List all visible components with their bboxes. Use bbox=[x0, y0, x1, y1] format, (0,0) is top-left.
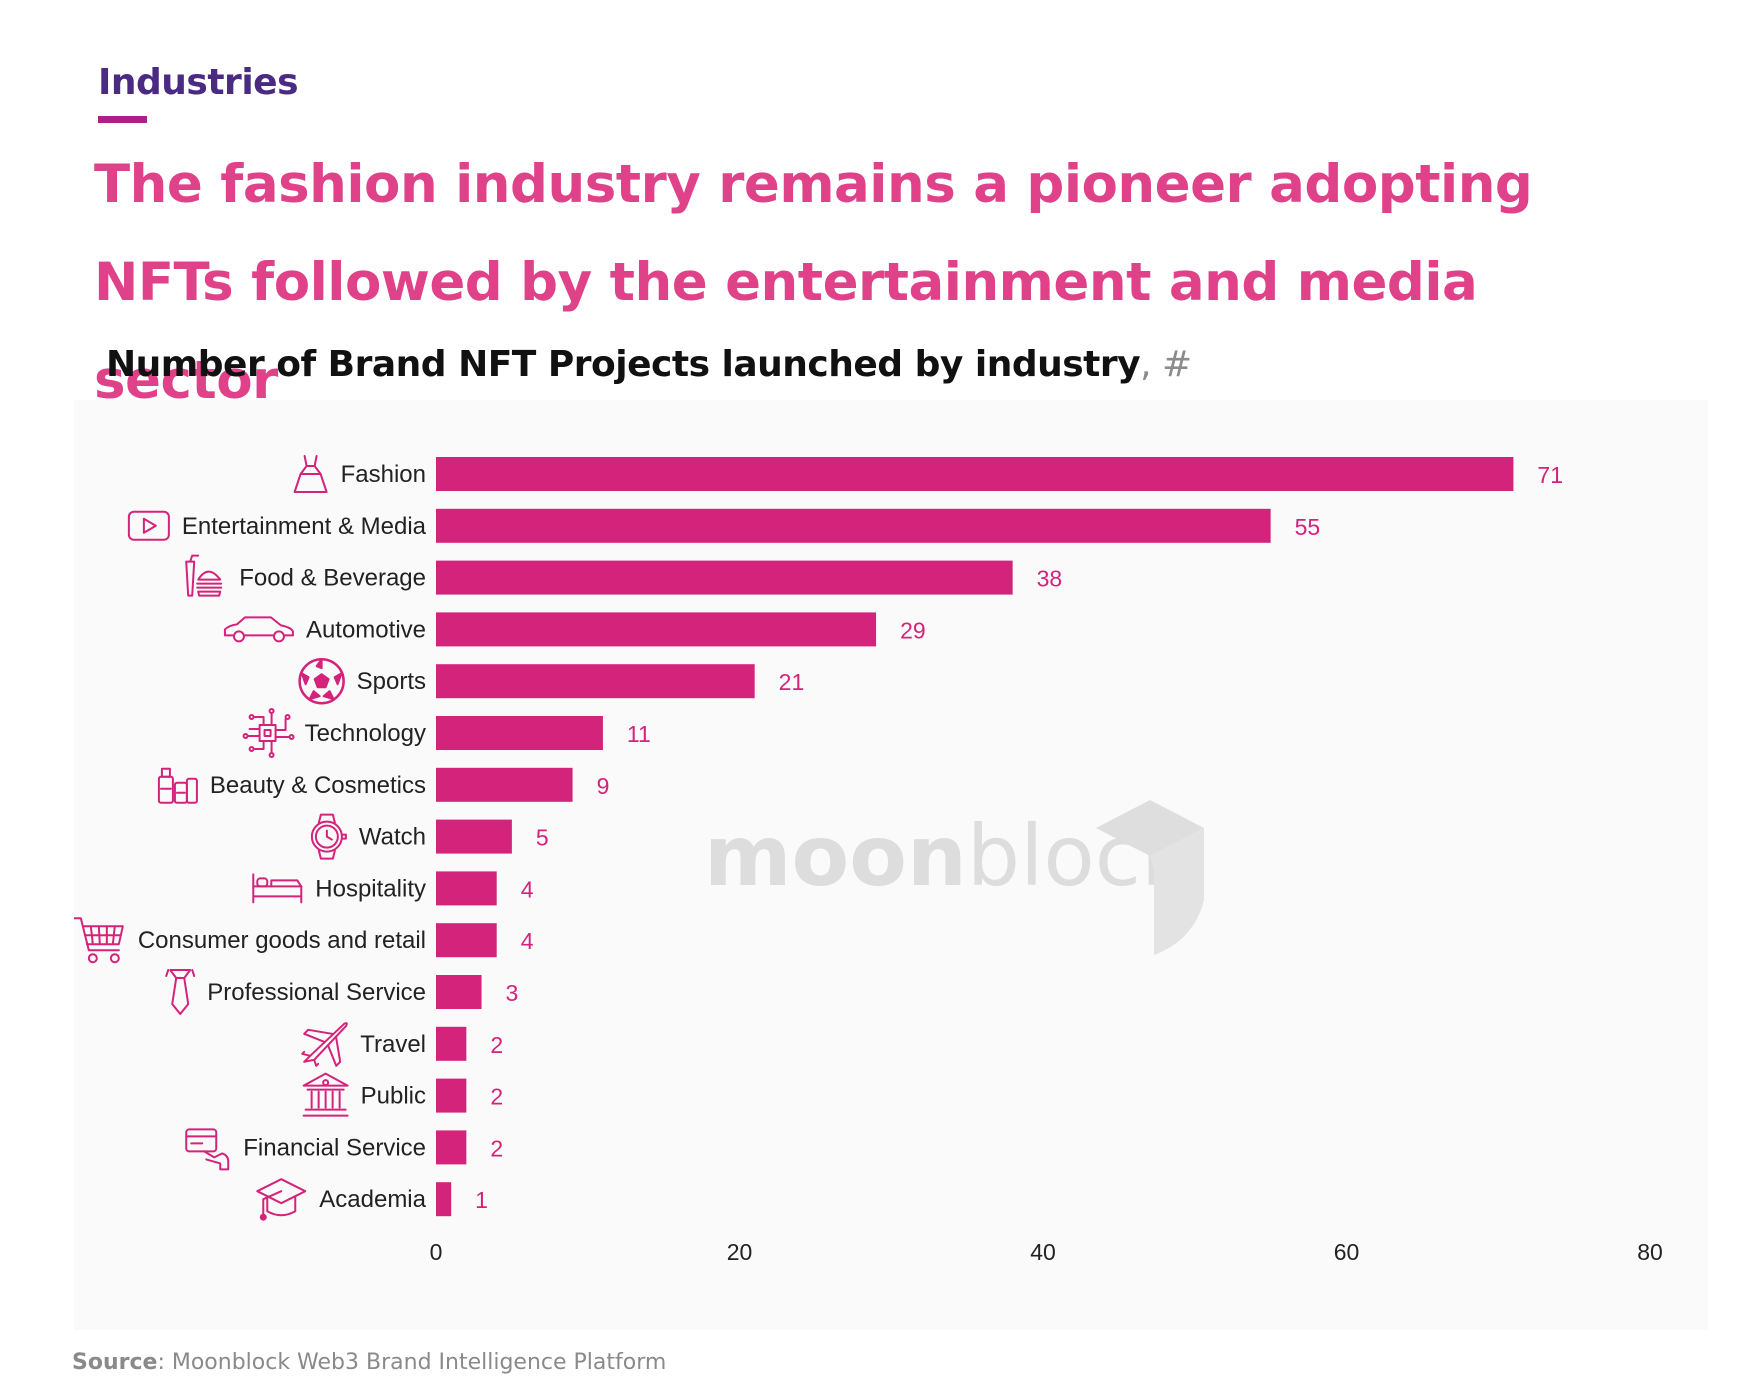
chip-icon bbox=[242, 708, 295, 758]
bar-row-entertainment-media: Entertainment & Media 55 bbox=[127, 508, 1321, 543]
value-label: 71 bbox=[1537, 462, 1563, 488]
value-label: 29 bbox=[900, 617, 926, 643]
bar bbox=[436, 975, 482, 1009]
category-label: Travel bbox=[360, 1031, 426, 1058]
bar-row-travel: Travel 2 bbox=[301, 1022, 503, 1067]
cosmetics-icon bbox=[157, 767, 198, 804]
value-label: 4 bbox=[521, 876, 534, 902]
chart-title: Number of Brand NFT Projects launched by… bbox=[106, 344, 1192, 385]
car-icon bbox=[223, 616, 294, 643]
value-label: 11 bbox=[627, 721, 651, 747]
bar bbox=[436, 508, 1271, 543]
source-label: Source bbox=[72, 1350, 158, 1375]
category-label: Watch bbox=[359, 824, 426, 851]
moonblock-watermark: moonblock bbox=[704, 800, 1204, 955]
source-text: : Moonblock Web3 Brand Intelligence Plat… bbox=[157, 1350, 667, 1375]
value-label: 21 bbox=[779, 669, 805, 695]
soccer-ball-icon bbox=[298, 657, 345, 705]
category-label: Entertainment & Media bbox=[182, 513, 427, 540]
page-headline: The fashion industry remains a pioneer a… bbox=[94, 154, 1533, 411]
bed-icon bbox=[252, 873, 303, 904]
category-label: Academia bbox=[319, 1186, 426, 1213]
value-label: 2 bbox=[490, 1135, 503, 1161]
bar-row-watch: Watch 5 bbox=[310, 813, 549, 860]
watch-icon bbox=[310, 813, 347, 860]
value-label: 9 bbox=[597, 773, 610, 799]
watermark-bold: moon bbox=[704, 807, 967, 905]
x-axis: 0 20 40 60 80 bbox=[430, 1239, 1663, 1265]
bar bbox=[436, 457, 1514, 491]
bar-chart: moonblock Fashion 71 Entertainment & Media 5… bbox=[74, 455, 1663, 1265]
section-kicker: Industries bbox=[98, 62, 299, 103]
value-label: 3 bbox=[506, 980, 519, 1006]
bar bbox=[436, 560, 1013, 595]
bar-row-professional-service: Professional Service 3 bbox=[165, 969, 519, 1015]
value-label: 1 bbox=[475, 1187, 488, 1213]
x-tick-label: 40 bbox=[1030, 1239, 1056, 1265]
bar bbox=[436, 1130, 467, 1165]
bar-row-technology: Technology 11 bbox=[242, 708, 651, 758]
plane-icon bbox=[301, 1022, 348, 1067]
tie-icon bbox=[165, 969, 196, 1015]
bar-row-hospitality: Hospitality 4 bbox=[252, 871, 534, 906]
bar-row-consumer-goods-and-retail: Consumer goods and retail 4 bbox=[74, 917, 534, 964]
bar bbox=[436, 819, 512, 854]
bank-icon bbox=[302, 1072, 349, 1117]
dress-icon bbox=[293, 455, 328, 493]
kicker-underline bbox=[98, 116, 147, 123]
bar bbox=[436, 1026, 467, 1061]
category-label: Automotive bbox=[306, 616, 426, 643]
x-tick-label: 20 bbox=[727, 1239, 753, 1265]
category-label: Public bbox=[361, 1083, 426, 1110]
x-tick-label: 60 bbox=[1334, 1239, 1360, 1265]
cart-icon bbox=[74, 917, 124, 964]
food-icon bbox=[185, 554, 223, 597]
category-label: Fashion bbox=[341, 461, 426, 488]
value-label: 38 bbox=[1037, 566, 1063, 592]
bar bbox=[436, 612, 877, 647]
bar-row-beauty-cosmetics: Beauty & Cosmetics 9 bbox=[157, 767, 610, 804]
bar bbox=[436, 1182, 452, 1217]
chart-panel: moonblock Fashion 71 Entertainment & Media 5… bbox=[74, 400, 1708, 1330]
bar bbox=[436, 767, 573, 802]
chart-title-unit: , # bbox=[1140, 344, 1192, 385]
source-note: Source: Moonblock Web3 Brand Intelligenc… bbox=[72, 1350, 666, 1375]
watermark-cube-side bbox=[1150, 828, 1204, 955]
value-label: 2 bbox=[490, 1032, 503, 1058]
category-label: Hospitality bbox=[315, 875, 426, 902]
bar bbox=[436, 1078, 467, 1113]
bar bbox=[436, 871, 497, 906]
graduation-cap-icon bbox=[256, 1178, 307, 1221]
value-label: 55 bbox=[1295, 514, 1321, 540]
bar-row-public: Public 2 bbox=[302, 1072, 503, 1117]
bar-row-automotive: Automotive 29 bbox=[223, 612, 926, 647]
category-label: Professional Service bbox=[207, 979, 426, 1006]
card-icon bbox=[185, 1128, 230, 1171]
category-label: Sports bbox=[357, 668, 426, 695]
bar bbox=[436, 716, 603, 750]
chart-title-main: Number of Brand NFT Projects launched by… bbox=[106, 344, 1141, 385]
bar-row-sports: Sports 21 bbox=[298, 657, 805, 705]
bars: Fashion 71 Entertainment & Media 55 Food & B… bbox=[74, 455, 1563, 1221]
bar bbox=[436, 664, 755, 699]
bar-row-food-beverage: Food & Beverage 38 bbox=[185, 554, 1063, 597]
x-tick-label: 0 bbox=[430, 1239, 443, 1265]
value-label: 5 bbox=[536, 825, 549, 851]
category-label: Financial Service bbox=[243, 1134, 426, 1161]
bar-row-financial-service: Financial Service 2 bbox=[185, 1128, 503, 1171]
play-icon bbox=[127, 510, 170, 541]
category-label: Food & Beverage bbox=[239, 565, 426, 592]
category-label: Technology bbox=[305, 720, 426, 747]
value-label: 4 bbox=[521, 928, 534, 954]
bar-row-fashion: Fashion 71 bbox=[293, 455, 1563, 493]
category-label: Consumer goods and retail bbox=[138, 927, 426, 954]
value-label: 2 bbox=[490, 1084, 503, 1110]
bar-row-academia: Academia 1 bbox=[256, 1178, 488, 1221]
category-label: Beauty & Cosmetics bbox=[210, 772, 426, 799]
bar bbox=[436, 923, 497, 958]
x-tick-label: 80 bbox=[1637, 1239, 1663, 1265]
